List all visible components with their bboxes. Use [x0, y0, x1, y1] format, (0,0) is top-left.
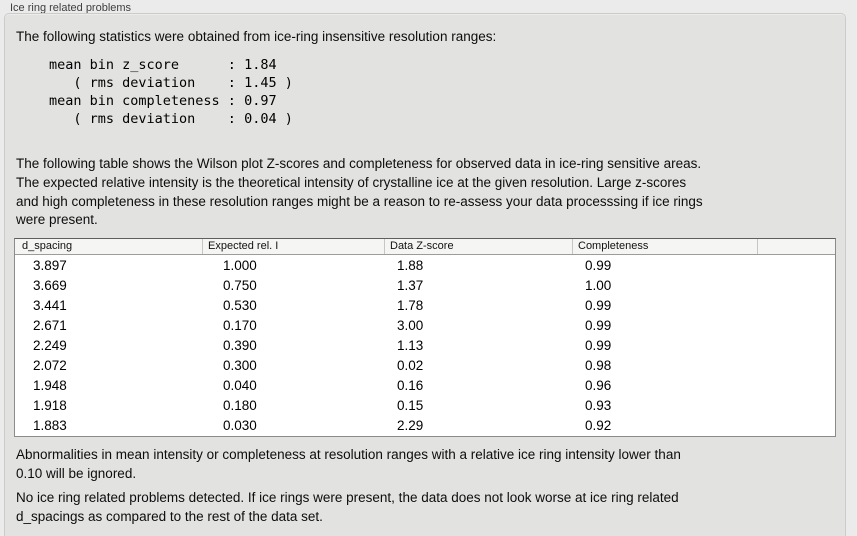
column-header-d-spacing[interactable]: d_spacing: [15, 239, 203, 254]
table-cell: 3.669: [33, 277, 67, 293]
table-cell: 0.99: [585, 297, 612, 313]
stats-line-mean-completeness: mean bin completeness : 0.97: [49, 93, 277, 109]
table-row[interactable]: 3.441 0.530 1.78 0.99: [15, 295, 835, 315]
table-cell: 1.37: [397, 277, 424, 293]
column-header-expected-rel-i[interactable]: Expected rel. I: [203, 239, 385, 254]
table-cell: 0.300: [223, 358, 257, 374]
table-cell: 0.030: [223, 418, 257, 434]
table-cell: 0.02: [397, 358, 424, 374]
intro-text: The following statistics were obtained f…: [16, 28, 496, 47]
table-row[interactable]: 2.072 0.300 0.02 0.98: [15, 355, 835, 375]
table-cell: 0.99: [585, 337, 612, 353]
table-row[interactable]: 3.669 0.750 1.37 1.00: [15, 275, 835, 295]
table-cell: 1.78: [397, 297, 424, 313]
description-line: were present.: [16, 212, 98, 228]
table-cell: 2.29: [397, 418, 424, 434]
table-cell: 0.96: [585, 378, 612, 394]
table-cell: 1.000: [223, 257, 257, 273]
stats-line-z-rms: ( rms deviation : 1.45 ): [49, 75, 293, 91]
table-cell: 3.441: [33, 297, 67, 313]
table-cell: 0.92: [585, 418, 612, 434]
table-cell: 0.180: [223, 398, 257, 414]
table-cell: 0.98: [585, 358, 612, 374]
table-cell: 0.390: [223, 337, 257, 353]
table-cell: 1.883: [33, 418, 67, 434]
table-cell: 2.072: [33, 358, 67, 374]
column-header-filler: [758, 239, 835, 254]
conclusion-text: No ice ring related problems detected. I…: [16, 489, 679, 527]
ignore-rule-text: Abnormalities in mean intensity or compl…: [16, 446, 681, 484]
description-line: The following table shows the Wilson plo…: [16, 156, 702, 171]
ice-ring-table[interactable]: d_spacing Expected rel. I Data Z-score C…: [14, 238, 836, 437]
table-header-row: d_spacing Expected rel. I Data Z-score C…: [15, 239, 835, 255]
stats-line-mean-z-score: mean bin z_score : 1.84: [49, 57, 277, 73]
column-header-data-z-score[interactable]: Data Z-score: [385, 239, 573, 254]
stats-line-completeness-rms: ( rms deviation : 0.04 ): [49, 111, 293, 127]
table-cell: 0.16: [397, 378, 424, 394]
conclusion-line: d_spacings as compared to the rest of th…: [16, 508, 323, 524]
table-row[interactable]: 2.249 0.390 1.13 0.99: [15, 335, 835, 355]
table-row[interactable]: 1.948 0.040 0.16 0.96: [15, 376, 835, 396]
table-cell: 1.13: [397, 337, 424, 353]
table-cell: 0.530: [223, 297, 257, 313]
panel-title: Ice ring related problems: [10, 2, 132, 14]
table-row[interactable]: 2.671 0.170 3.00 0.99: [15, 315, 835, 335]
ignore-rule-line: Abnormalities in mean intensity or compl…: [16, 447, 681, 462]
intro-line: The following statistics were obtained f…: [16, 29, 497, 44]
table-cell: 1.918: [33, 398, 67, 414]
table-cell: 0.170: [223, 317, 257, 333]
table-row[interactable]: 1.918 0.180 0.15 0.93: [15, 396, 835, 416]
table-cell: 0.99: [585, 317, 612, 333]
table-cell: 3.00: [397, 317, 424, 333]
table-cell: 0.93: [585, 398, 612, 414]
table-cell: 0.99: [585, 257, 612, 273]
table-cell: 1.88: [397, 257, 424, 273]
column-header-completeness[interactable]: Completeness: [573, 239, 758, 254]
table-cell: 1.00: [585, 277, 612, 293]
table-cell: 0.750: [223, 277, 257, 293]
table-cell: 1.948: [33, 378, 67, 394]
table-cell: 0.15: [397, 398, 424, 414]
stats-block: mean bin z_score : 1.84 ( rms deviation …: [49, 56, 293, 128]
table-cell: 3.897: [33, 257, 67, 273]
table-cell: 0.040: [223, 378, 257, 394]
conclusion-line: No ice ring related problems detected. I…: [16, 490, 679, 505]
description-line: The expected relative intensity is the t…: [16, 174, 687, 190]
table-row[interactable]: 3.897 1.000 1.88 0.99: [15, 255, 835, 275]
table-description: The following table shows the Wilson plo…: [16, 155, 703, 230]
table-cell: 2.249: [33, 337, 67, 353]
ignore-rule-line: 0.10 will be ignored.: [16, 465, 137, 481]
description-line: and high completeness in these resolutio…: [16, 193, 703, 209]
table-cell: 2.671: [33, 317, 67, 333]
table-row[interactable]: 1.883 0.030 2.29 0.92: [15, 416, 835, 436]
